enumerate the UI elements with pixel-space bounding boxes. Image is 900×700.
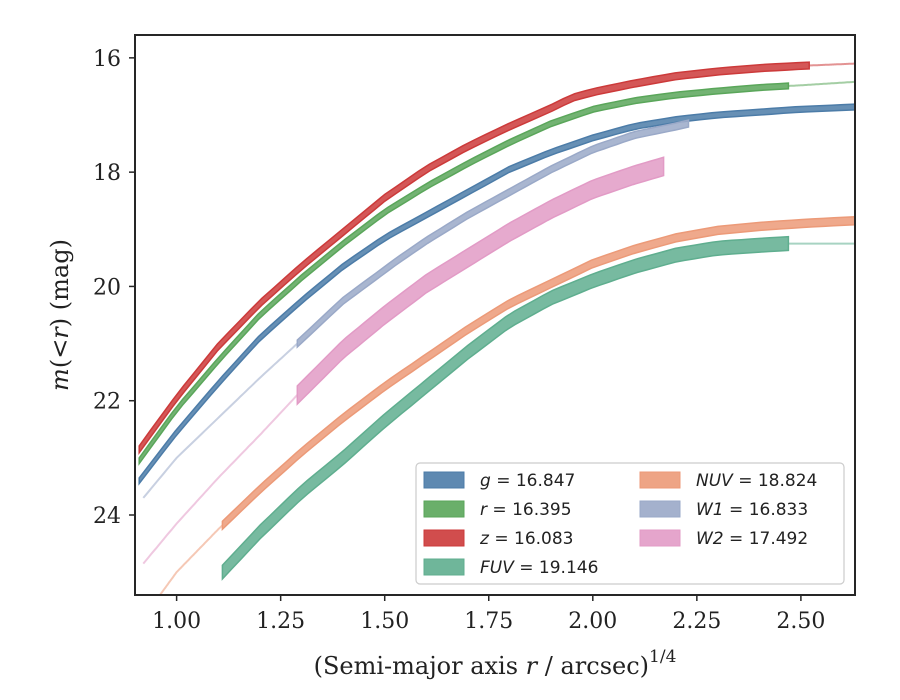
legend-equals-r: =	[487, 500, 512, 520]
legend-equals-fuv: =	[514, 558, 539, 578]
legend-swatch-z	[424, 530, 464, 546]
x-tick-label: 1.00	[152, 609, 201, 634]
series-nuv-extension	[160, 525, 222, 595]
legend-value-r: 16.395	[512, 500, 571, 520]
y-tick-label: 16	[93, 47, 121, 72]
legend-equals-nuv: =	[733, 471, 758, 491]
legend-swatch-fuv	[424, 559, 464, 575]
legend-name-nuv: NUV	[696, 471, 734, 491]
legend-swatch-g	[424, 472, 464, 488]
series-r-band	[139, 83, 788, 464]
legend: g = 16.847 r = 16.395 z = 16.083 FUV = 19.1…	[416, 463, 844, 584]
x-tick-label: 2.25	[672, 609, 721, 634]
y-axis-label: m(<r) (mag)	[46, 239, 74, 391]
legend-label-r: r = 16.395	[480, 500, 572, 520]
legend-value-w1: 16.833	[749, 500, 808, 520]
legend-name-w2: W2	[696, 529, 724, 549]
x-tick-label: 1.75	[464, 609, 513, 634]
x-axis-label-tail: / arcsec)	[537, 652, 649, 680]
legend-value-nuv: 18.824	[758, 471, 817, 491]
legend-name-fuv: FUV	[480, 558, 515, 578]
x-axis-label-main: (Semi-major axis	[314, 652, 526, 680]
y-tick-label: 22	[93, 390, 121, 415]
series-z-extension	[809, 64, 855, 66]
legend-name-g: g	[480, 471, 491, 491]
legend-value-w2: 17.492	[749, 529, 808, 549]
x-tick-label: 1.25	[256, 609, 305, 634]
legend-value-g: 16.847	[516, 471, 575, 491]
legend-equals-w2: =	[724, 529, 749, 549]
legend-equals-z: =	[489, 529, 514, 549]
y-axis-label-paren: (<	[46, 339, 74, 368]
x-tick-label: 1.50	[360, 609, 409, 634]
y-tick-label: 20	[93, 275, 121, 300]
legend-label-w1: W1 = 16.833	[696, 500, 808, 520]
y-axis-label-tail: ) (mag)	[46, 239, 74, 327]
x-axis-label-sup: 1/4	[649, 647, 676, 667]
series-r-extension	[788, 82, 855, 86]
legend-swatch-r	[424, 501, 464, 517]
x-axis: 1.00 1.25 1.50 1.75 2.00 2.25 2.50	[152, 595, 825, 634]
legend-name-w1: W1	[696, 500, 724, 520]
x-tick-label: 2.00	[568, 609, 617, 634]
legend-value-fuv: 19.146	[539, 558, 598, 578]
legend-label-nuv: NUV = 18.824	[696, 471, 817, 491]
legend-equals-w1: =	[724, 500, 749, 520]
legend-label-w2: W2 = 17.492	[696, 529, 808, 549]
x-axis-label: (Semi-major axis r / arcsec)1/4	[314, 647, 677, 680]
y-axis-label-m: m	[46, 368, 74, 391]
legend-swatch-nuv	[640, 472, 680, 488]
y-tick-label: 24	[93, 504, 121, 529]
legend-label-z: z = 16.083	[479, 529, 573, 549]
chart: 1.00 1.25 1.50 1.75 2.00 2.25 2.50 1618202224 …	[0, 0, 900, 700]
legend-swatch-w2	[640, 530, 680, 546]
x-tick-label: 2.50	[776, 609, 825, 634]
legend-label-fuv: FUV = 19.146	[480, 558, 598, 578]
y-axis: 16 18 20 22 24	[93, 47, 135, 529]
legend-swatch-w1	[640, 501, 680, 517]
legend-label-g: g = 16.847	[480, 471, 575, 491]
series-g-band	[139, 104, 855, 484]
legend-equals-g: =	[491, 471, 516, 491]
y-tick-label: 18	[93, 161, 121, 186]
legend-value-z: 16.083	[514, 529, 573, 549]
